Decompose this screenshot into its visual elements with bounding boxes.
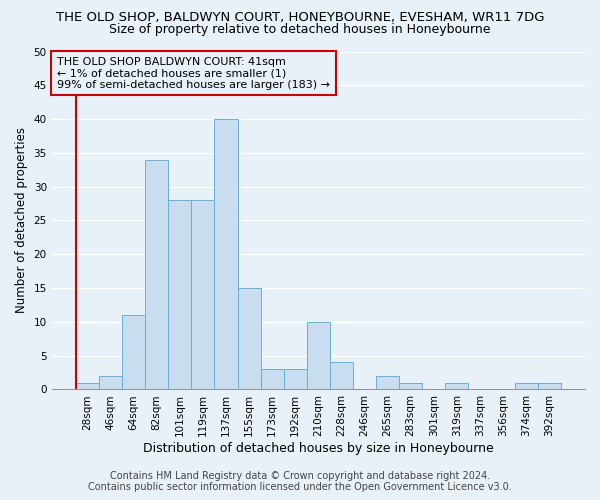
Bar <box>515 382 538 390</box>
Bar <box>376 376 399 390</box>
Text: THE OLD SHOP BALDWYN COURT: 41sqm
← 1% of detached houses are smaller (1)
99% of: THE OLD SHOP BALDWYN COURT: 41sqm ← 1% o… <box>57 56 330 90</box>
Bar <box>99 376 122 390</box>
Bar <box>538 382 561 390</box>
Bar <box>76 382 99 390</box>
Bar <box>307 322 330 390</box>
Bar <box>191 200 214 390</box>
Bar <box>122 315 145 390</box>
Y-axis label: Number of detached properties: Number of detached properties <box>15 128 28 314</box>
Text: Contains HM Land Registry data © Crown copyright and database right 2024.
Contai: Contains HM Land Registry data © Crown c… <box>88 471 512 492</box>
Bar <box>445 382 469 390</box>
Text: Size of property relative to detached houses in Honeybourne: Size of property relative to detached ho… <box>109 22 491 36</box>
Bar <box>260 369 284 390</box>
Bar <box>214 119 238 390</box>
Bar <box>399 382 422 390</box>
Text: THE OLD SHOP, BALDWYN COURT, HONEYBOURNE, EVESHAM, WR11 7DG: THE OLD SHOP, BALDWYN COURT, HONEYBOURNE… <box>56 11 544 24</box>
Bar <box>145 160 168 390</box>
Bar <box>284 369 307 390</box>
X-axis label: Distribution of detached houses by size in Honeybourne: Distribution of detached houses by size … <box>143 442 494 455</box>
Bar <box>238 288 260 390</box>
Bar <box>330 362 353 390</box>
Bar <box>168 200 191 390</box>
